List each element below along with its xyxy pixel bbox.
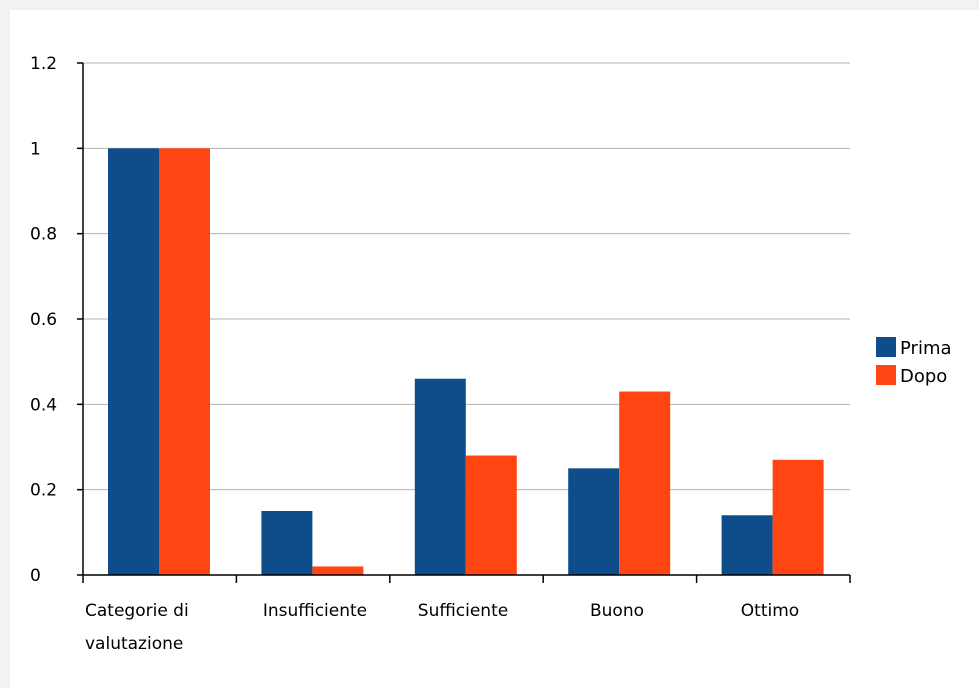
x-tick-label: Ottimo — [741, 601, 799, 621]
x-tick-label: valutazione — [85, 634, 183, 654]
y-tick-label: 0.6 — [30, 310, 57, 330]
x-tick-label: Sufficiente — [418, 601, 508, 621]
gridlines — [83, 62, 850, 491]
legend-label-dopo: Dopo — [900, 366, 947, 387]
legend-swatch-dopo — [876, 365, 896, 385]
tick-labels: 0 0.2 0.4 0.6 0.8 1 1.2 Categorie di valutazione… — [30, 54, 799, 654]
bar-prima-3 — [568, 468, 620, 575]
bar-dopo-1 — [312, 566, 364, 575]
bars — [108, 148, 824, 576]
bar-prima-1 — [261, 511, 313, 575]
x-tick-label: Insufficiente — [263, 601, 367, 621]
x-tick-label: Categorie di — [85, 601, 189, 621]
y-tick-label: 0.2 — [30, 481, 57, 501]
legend-label-prima: Prima — [900, 338, 952, 359]
y-tick-label: 0.8 — [30, 225, 57, 245]
chart-panel: 0 0.2 0.4 0.6 0.8 1 1.2 Categorie di valutazione… — [10, 10, 979, 688]
y-tick-label: 0 — [30, 566, 41, 586]
bar-prima-2 — [414, 378, 466, 575]
legend: Prima Dopo — [876, 337, 952, 387]
y-tick-label: 1 — [30, 139, 41, 159]
bar-dopo-0 — [159, 148, 210, 576]
bar-prima-4 — [721, 515, 773, 575]
bar-chart: 0 0.2 0.4 0.6 0.8 1 1.2 Categorie di valutazione… — [30, 54, 952, 654]
bar-dopo-3 — [619, 391, 671, 575]
bar-prima-0 — [108, 148, 159, 576]
y-tick-label: 1.2 — [30, 54, 57, 74]
legend-swatch-prima — [876, 337, 896, 357]
axes — [77, 62, 851, 583]
bar-dopo-2 — [465, 455, 517, 575]
bar-dopo-4 — [772, 459, 824, 575]
x-tick-label: Buono — [590, 601, 644, 621]
y-tick-label: 0.4 — [30, 395, 57, 415]
